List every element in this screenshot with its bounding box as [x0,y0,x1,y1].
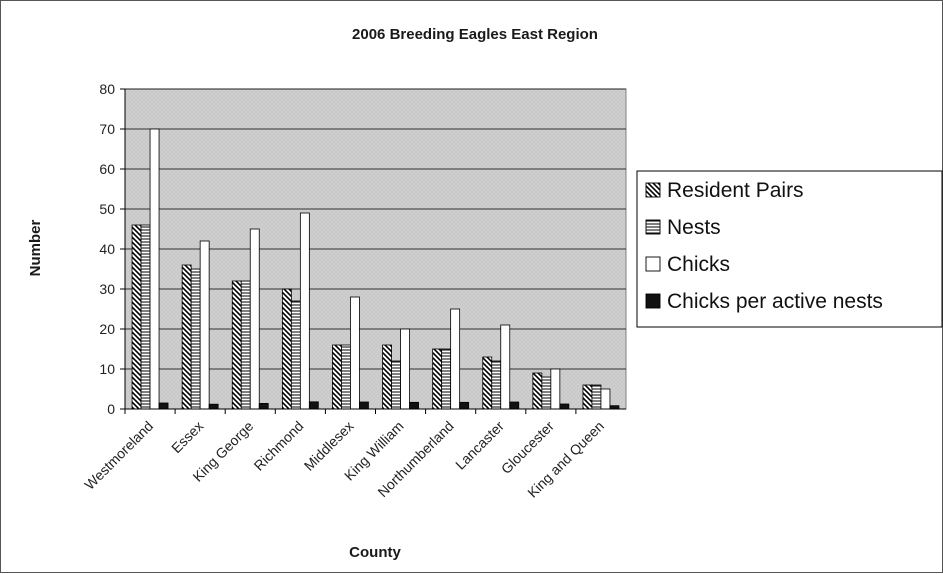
bar-resident-pairs [532,372,543,410]
bar-resident-pairs [582,384,593,410]
y-tick-label: 20 [99,321,115,337]
bar-nests [591,384,602,410]
bar-nests [140,224,151,410]
y-tick-label: 0 [107,401,115,417]
bar-chicks [500,324,511,410]
x-tick-label: Westmoreland [81,418,156,493]
bars-group [131,128,620,410]
bar-chicks [199,240,210,410]
bar-chicks [450,308,461,410]
bar-chicks [249,228,260,410]
y-tick-label: 30 [99,281,115,297]
bar-nests [441,348,452,410]
legend-swatch [645,219,661,235]
legend-label: Chicks [667,253,730,276]
bar-nests [190,268,201,410]
y-tick-label: 40 [99,241,115,257]
bar-resident-pairs [281,288,292,410]
chart-title: 2006 Breeding Eagles East Region [352,26,598,43]
bar-chicks-per-active-nests [208,403,219,410]
bar-resident-pairs [332,344,342,410]
bar-nests [341,344,351,410]
bar-chicks [600,388,611,410]
bar-nests [541,376,552,410]
bar-chicks-per-active-nests [409,401,419,410]
bar-nests [290,300,301,410]
bar-chicks [350,296,360,410]
legend-swatch [645,256,661,272]
bar-resident-pairs [181,264,192,410]
bar-chicks-per-active-nests [459,401,470,410]
bar-chicks-per-active-nests [158,402,169,410]
y-axis-ticks: 0 10 20 30 40 50 60 70 80 [99,81,125,417]
y-tick-label: 70 [99,121,115,137]
bar-chicks [550,368,561,410]
bar-resident-pairs [131,224,142,410]
y-tick-label: 60 [99,161,115,177]
bar-resident-pairs [382,344,392,410]
bar-resident-pairs [482,356,493,410]
bar-chicks-per-active-nests [258,402,269,410]
bar-nests [491,360,502,410]
bar-chicks [299,212,310,410]
legend: Resident Pairs Nests Chicks Chicks per acti… [636,170,943,328]
x-tick-label: Essex [168,418,206,456]
legend-box [636,170,943,328]
legend-label: Nests [667,216,721,239]
legend-label: Resident Pairs [667,179,804,202]
bar-resident-pairs [432,348,443,410]
y-tick-label: 50 [99,201,115,217]
legend-label: Chicks per active nests [667,290,883,313]
bar-chicks [149,128,160,410]
y-tick-label: 80 [99,81,115,97]
y-axis-title: Number [27,220,44,277]
legend-swatch [645,293,661,309]
bar-chicks-per-active-nests [359,401,369,410]
bar-chicks [400,328,410,410]
bar-resident-pairs [231,280,242,410]
bar-nests [391,360,401,410]
bar-chicks-per-active-nests [509,401,520,410]
legend-swatch [645,182,661,198]
y-tick-label: 10 [99,361,115,377]
x-tick-label: Richmond [251,418,307,474]
bar-chicks-per-active-nests [559,403,570,410]
bar-nests [240,280,251,410]
x-axis-title: County [349,544,401,561]
bar-chicks-per-active-nests [308,401,319,410]
